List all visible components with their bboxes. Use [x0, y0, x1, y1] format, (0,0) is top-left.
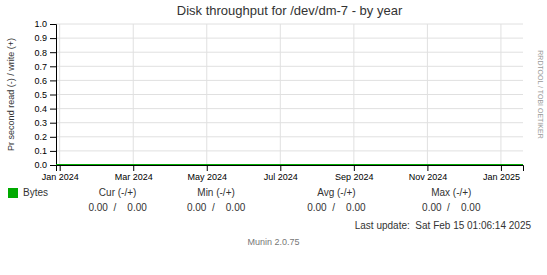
grid-line-x: [353, 24, 354, 165]
title: Disk throughput for /dev/dm-7 - by year: [177, 3, 403, 18]
grid-line-y: [56, 24, 523, 25]
tick-label: 0.0: [34, 160, 47, 170]
tick-label: Sep 2024: [335, 172, 374, 182]
tick-label: Jan 2024: [42, 172, 79, 182]
y-axis: 0.0 0.1 0.2 0.3 0.4 0.5 0.6 0.7 0.8 0.9 1.0: [34, 19, 56, 170]
grid-line-y: [56, 66, 523, 67]
stats-text: Avg (-/+): [317, 187, 355, 198]
tick-mark: [50, 66, 56, 67]
grid-line-x: [206, 24, 207, 165]
stats-text: Cur (-/+): [99, 187, 137, 198]
tick-label: Nov 2024: [409, 172, 448, 182]
tick: 1.0: [34, 19, 56, 29]
tick-label: 0.7: [34, 62, 47, 72]
tick-label: 0.5: [34, 90, 47, 100]
tick: Jan 2024: [42, 165, 79, 182]
x-axis: Jan 2024 Mar 2024 May 2024 Jul 2024 Sep 2024…: [42, 165, 524, 182]
tick-mark: [501, 165, 502, 171]
tick: Jul 2024: [264, 165, 298, 182]
tick-label: 1.0: [34, 19, 47, 29]
tick-label: May 2024: [187, 172, 227, 182]
chart: Jan 2024 Mar 2024 May 2024 Jul 2024 Sep 2024…: [0, 0, 547, 275]
grid: [56, 24, 523, 165]
y-axis-title: Pr second read (-) / write (+): [6, 38, 16, 151]
tick: Nov 2024: [409, 165, 448, 182]
tick-label: 0.2: [34, 132, 47, 142]
series-line: [56, 164, 523, 165]
tick-mark: [50, 24, 56, 25]
munin-label: Munin 2.0.75: [247, 237, 299, 247]
grid-line-x: [59, 24, 60, 165]
tick-label: Jul 2024: [264, 172, 298, 182]
legend: Bytes: [8, 187, 48, 198]
tick-mark: [50, 52, 56, 53]
tick: 0.8: [34, 48, 56, 58]
stats-text: 0.00 / 0.00: [187, 202, 246, 213]
tick-label: 0.8: [34, 48, 47, 58]
grid-line-y: [56, 108, 523, 109]
tick: 0.0: [34, 160, 56, 170]
tick-label: 0.4: [34, 104, 47, 114]
tick: 0.9: [34, 33, 56, 43]
tick: Sep 2024: [335, 165, 374, 182]
tick: 0.1: [34, 146, 56, 156]
legend-swatch: [8, 188, 18, 198]
grid-line-y: [56, 80, 523, 81]
grid-line-y: [56, 52, 523, 53]
stats-text: Min (-/+): [197, 187, 235, 198]
stats-text: 0.00 / 0.00: [88, 202, 147, 213]
tick-mark: [50, 95, 56, 96]
grid-line-x: [500, 24, 501, 165]
tick-mark: [50, 80, 56, 81]
tick-mark: [280, 165, 281, 171]
grid-line-x: [280, 24, 281, 165]
tick: 0.7: [34, 62, 56, 72]
plot: Jan 2024 Mar 2024 May 2024 Jul 2024 Sep 2024…: [34, 19, 523, 182]
series-group: [56, 165, 523, 166]
tick: 0.3: [34, 118, 56, 128]
tick-label: 0.6: [34, 76, 47, 86]
tick: May 2024: [187, 165, 227, 182]
grid-line-y: [56, 94, 523, 95]
axis-line: [50, 25, 57, 166]
stats-text: 0.00 / 0.00: [307, 202, 366, 213]
grid-line-y: [56, 38, 523, 39]
stats-text: Max (-/+): [431, 187, 471, 198]
tick-mark: [50, 165, 56, 166]
tick-mark: [50, 109, 56, 110]
tick-label: Jan 2025: [483, 172, 520, 182]
axis-line: [57, 166, 524, 172]
tick: 0.2: [34, 132, 56, 142]
tick-label: 0.3: [34, 118, 47, 128]
tick-mark: [50, 151, 56, 152]
grid-line-x: [133, 24, 134, 165]
last-update: Last update: Sat Feb 15 01:06:14 2025: [355, 220, 532, 231]
tick: 0.5: [34, 90, 56, 100]
tick-mark: [354, 165, 355, 171]
tick: Jan 2025: [483, 165, 520, 182]
rrdtool-label: RRDTOOL / TOBI OETIKER: [537, 50, 544, 138]
legend-label: Bytes: [23, 187, 48, 198]
tick-label: 0.1: [34, 146, 47, 156]
grid-line-y: [56, 150, 523, 151]
grid-line-y: [56, 136, 523, 137]
grid-line-x: [427, 24, 428, 165]
tick-mark: [427, 165, 428, 171]
tick: 0.6: [34, 76, 56, 86]
tick-label: 0.9: [34, 33, 47, 43]
tick-mark: [50, 123, 56, 124]
stats-text: 0.00 / 0.00: [422, 202, 481, 213]
tick-mark: [60, 165, 61, 171]
tick-label: Mar 2024: [115, 172, 153, 182]
tick-mark: [50, 38, 56, 39]
grid-line-y: [56, 122, 523, 123]
tick-mark: [50, 137, 56, 138]
tick: 0.4: [34, 104, 56, 114]
tick-mark: [207, 165, 208, 171]
tick: Mar 2024: [115, 165, 153, 182]
tick-mark: [133, 165, 134, 171]
